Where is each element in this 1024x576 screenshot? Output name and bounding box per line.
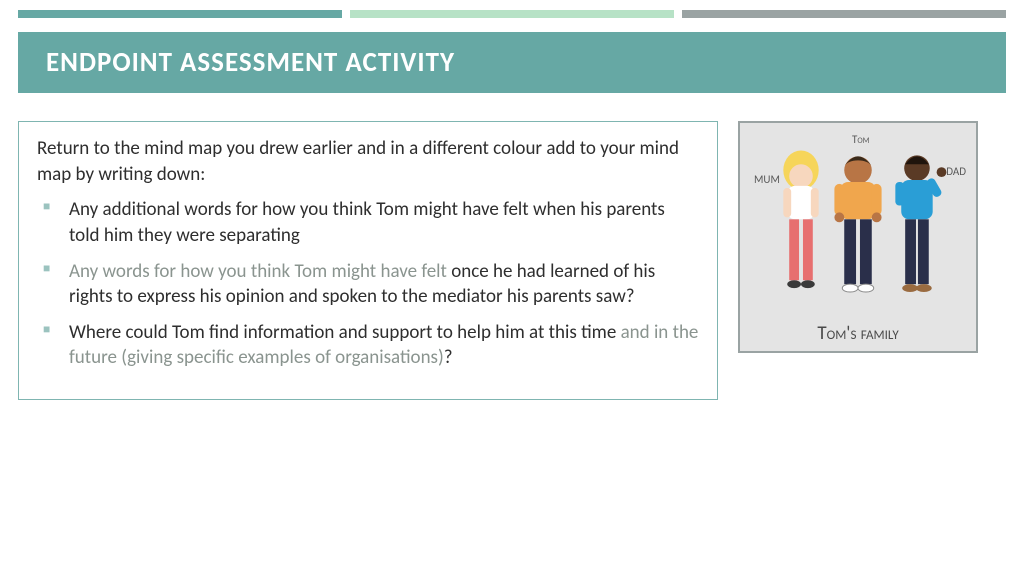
bullet-item: Any words for how you think Tom might ha…: [37, 259, 699, 310]
top-stripe-row: [0, 0, 1024, 18]
bullet-segment: Any words for how you think Tom might ha…: [69, 260, 451, 283]
image-caption: Tom's family: [740, 322, 976, 345]
bullet-item: Any additional words for how you think T…: [37, 197, 699, 248]
stripe-1: [18, 10, 342, 18]
content-row: Return to the mind map you drew earlier …: [0, 93, 1024, 400]
bullet-item: Where could Tom find information and sup…: [37, 320, 699, 371]
label-dad: DAD: [946, 165, 966, 178]
bullet-list: Any additional words for how you think T…: [37, 197, 699, 371]
bullet-segment: Where could Tom find information and sup…: [69, 321, 621, 344]
bullet-segment: Any additional words for how you think T…: [69, 198, 665, 247]
instruction-box: Return to the mind map you drew earlier …: [18, 121, 718, 400]
intro-text: Return to the mind map you drew earlier …: [37, 136, 699, 187]
person-mum: [783, 151, 818, 289]
stripe-3: [682, 10, 1006, 18]
stripe-2: [350, 10, 674, 18]
label-mum: MUM: [754, 173, 780, 186]
bullet-segment: ?: [444, 346, 453, 369]
family-illustration: MUM Tom DAD Tom's family: [738, 121, 978, 353]
slide-title: ENDPOINT ASSESSMENT ACTIVITY: [18, 32, 1006, 93]
person-dad: [895, 155, 946, 292]
label-tom: Tom: [852, 133, 870, 146]
person-tom: [834, 156, 881, 292]
family-svg: [740, 123, 976, 351]
